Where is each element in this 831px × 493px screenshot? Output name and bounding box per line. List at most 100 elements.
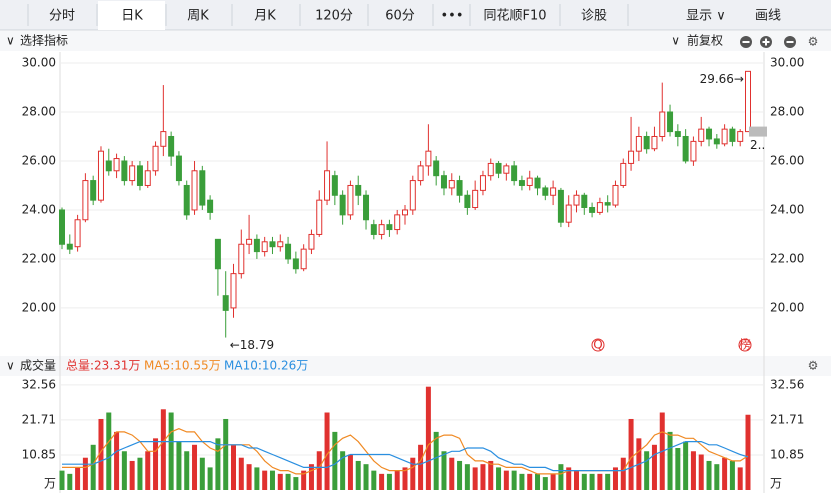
volume-bar bbox=[75, 467, 81, 490]
candle-body bbox=[448, 180, 455, 189]
candle-body bbox=[152, 145, 159, 172]
volume-bar bbox=[176, 441, 182, 490]
y-tick-label: 22.00 bbox=[770, 251, 804, 265]
candle-body bbox=[729, 128, 736, 142]
candle-body bbox=[160, 131, 167, 147]
candle-body bbox=[472, 189, 479, 209]
candle-body bbox=[355, 184, 362, 196]
toolbar-tab[interactable]: 分时 bbox=[49, 9, 75, 24]
volume-bar bbox=[98, 418, 104, 490]
candle-body bbox=[222, 295, 229, 311]
candle-body bbox=[682, 135, 689, 162]
marker-icon[interactable] bbox=[738, 338, 752, 352]
volume-header bbox=[0, 356, 831, 376]
ma-line bbox=[62, 441, 749, 472]
candle-body bbox=[207, 199, 214, 213]
candle-body bbox=[261, 241, 268, 253]
toolbar-tab[interactable]: 诊股 bbox=[581, 9, 607, 24]
adjust-select[interactable]: 前复权 bbox=[687, 33, 723, 48]
candle-body bbox=[511, 165, 518, 182]
volume-bar bbox=[698, 454, 704, 490]
candle-body bbox=[402, 209, 408, 216]
volume-bar bbox=[379, 473, 385, 490]
candle-body bbox=[518, 180, 525, 186]
volume-bar bbox=[667, 431, 673, 490]
volume-bar bbox=[106, 412, 112, 490]
candle-body bbox=[674, 131, 681, 137]
y-tick-label: 28.00 bbox=[770, 105, 804, 119]
volume-bar bbox=[527, 473, 533, 490]
settings[interactable]: ⚙ bbox=[808, 359, 819, 373]
collapse-icon: ∨ bbox=[6, 34, 15, 48]
candle-body bbox=[214, 238, 221, 270]
volume-bar bbox=[605, 473, 611, 490]
toolbar-button[interactable]: 显示 ∨ bbox=[686, 9, 726, 24]
candle-body bbox=[721, 128, 728, 145]
toolbar-button[interactable]: 画线 bbox=[755, 9, 781, 24]
toolbar-tab[interactable]: 月K bbox=[254, 9, 276, 24]
y-tick-label: 32.56 bbox=[770, 377, 804, 391]
volume-bar bbox=[168, 412, 174, 490]
y-tick-label: 32.56 bbox=[22, 377, 56, 391]
legend-entry: MA10:10.26万 bbox=[224, 359, 308, 373]
marker-icon[interactable] bbox=[591, 338, 605, 352]
toolbar-tab[interactable]: 周K bbox=[187, 9, 209, 24]
volume-bar bbox=[706, 460, 712, 490]
volume-bar bbox=[262, 470, 268, 490]
volume-bar bbox=[386, 473, 392, 490]
volume-bar bbox=[542, 477, 548, 490]
candle-body bbox=[713, 138, 720, 145]
volume-bar bbox=[644, 451, 650, 490]
volume-bar bbox=[215, 438, 221, 490]
volume-bar bbox=[246, 464, 252, 490]
settings[interactable]: ⚙ bbox=[808, 35, 819, 49]
candle-body bbox=[456, 180, 463, 196]
candle-body bbox=[698, 128, 705, 142]
y-tick-label: 26.00 bbox=[770, 153, 804, 167]
candle-body bbox=[690, 140, 697, 162]
y-tick-label: 21.71 bbox=[770, 412, 804, 426]
candle-body bbox=[308, 233, 315, 250]
volume-bar bbox=[285, 473, 291, 490]
candle-body bbox=[589, 207, 596, 213]
volume-bar bbox=[340, 451, 346, 490]
candle-body bbox=[378, 224, 385, 235]
volume-bar bbox=[464, 464, 470, 490]
volume-bar bbox=[535, 473, 541, 490]
toolbar-tab[interactable]: 日K bbox=[121, 9, 143, 24]
toolbar-tab[interactable]: 120分 bbox=[315, 9, 353, 24]
candle-body bbox=[596, 202, 603, 213]
toolbar-tab[interactable]: ••• bbox=[440, 9, 463, 24]
candle-body bbox=[347, 184, 354, 216]
volume-bar bbox=[472, 467, 478, 490]
y-tick-label: 10.85 bbox=[770, 447, 804, 461]
indicator-select[interactable]: 选择指标 bbox=[20, 33, 68, 48]
last-price-label: 2.. bbox=[750, 138, 765, 152]
legend-entry: MA5:10.55万 bbox=[144, 359, 221, 373]
marker-label: Q bbox=[593, 338, 602, 352]
candle-body bbox=[542, 187, 549, 196]
toolbar-tab[interactable]: 同花顺F10 bbox=[483, 8, 546, 24]
volume-bar bbox=[402, 467, 408, 490]
ma-line bbox=[62, 428, 749, 475]
candle-body bbox=[479, 175, 486, 191]
candle-body bbox=[737, 131, 744, 142]
volume-bar bbox=[207, 467, 213, 490]
unit-label: 万 bbox=[44, 477, 56, 491]
volume-bar bbox=[441, 451, 447, 490]
volume-bar bbox=[488, 460, 494, 490]
candle-body bbox=[620, 162, 627, 186]
toolbar-tab[interactable]: 60分 bbox=[385, 9, 415, 24]
candle-body bbox=[121, 160, 128, 182]
plus-v bbox=[765, 38, 767, 46]
volume-bar bbox=[199, 457, 205, 490]
volume-bar bbox=[745, 414, 751, 490]
volume-bar bbox=[620, 457, 626, 490]
volume-title: 成交量 bbox=[20, 358, 56, 373]
candle-body bbox=[191, 170, 198, 211]
minus bbox=[742, 41, 750, 43]
candle-body bbox=[394, 214, 401, 231]
volume-bar bbox=[480, 464, 486, 490]
volume-bar bbox=[59, 470, 65, 490]
candle-body bbox=[66, 243, 73, 250]
